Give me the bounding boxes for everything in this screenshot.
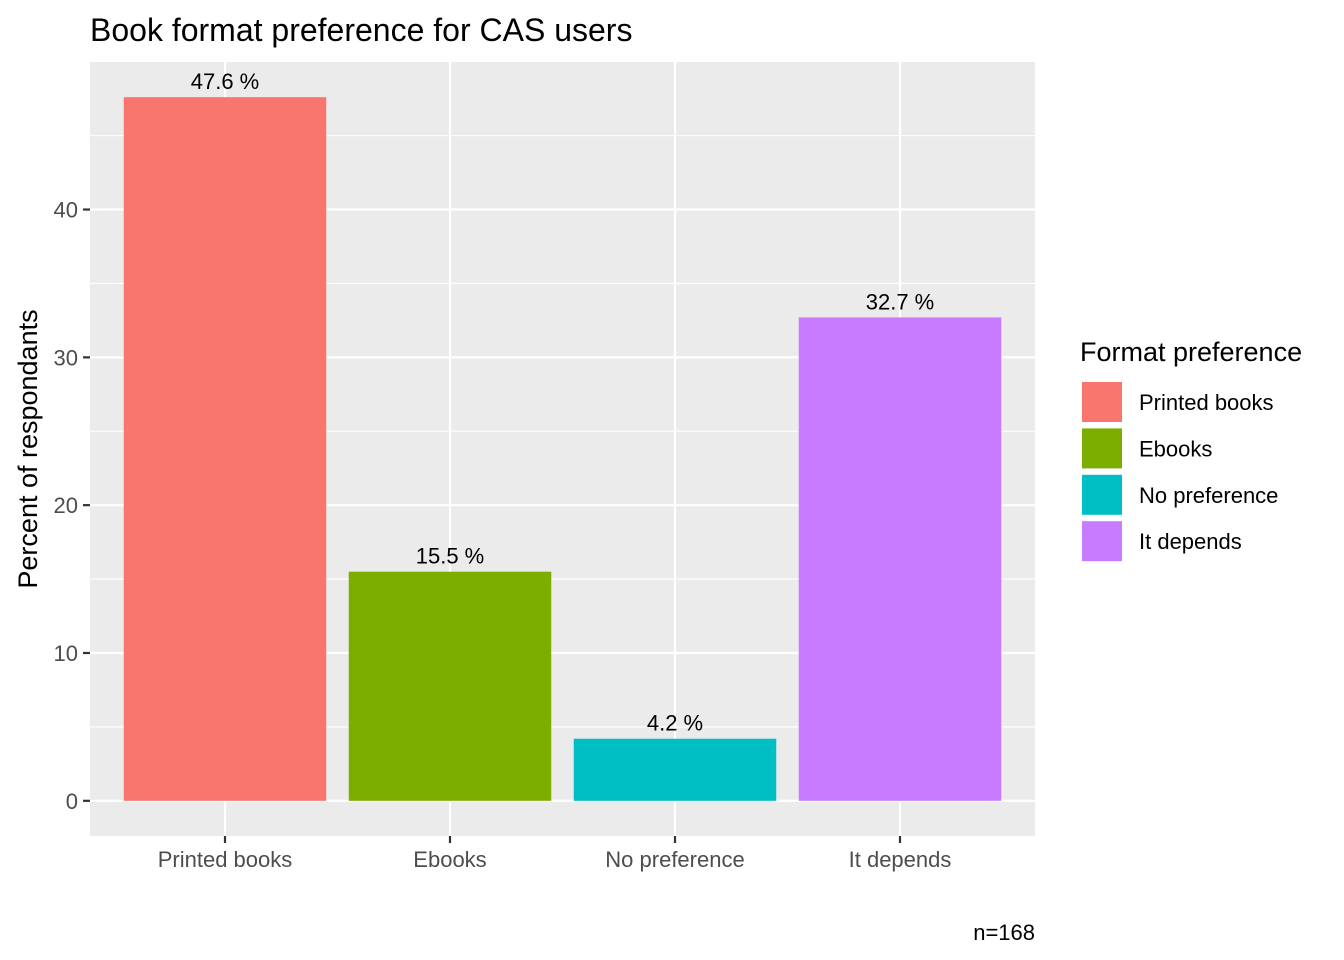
x-tick-label: Ebooks <box>413 847 486 872</box>
legend-title: Format preference <box>1080 337 1302 367</box>
data-label: 4.2 % <box>647 711 703 736</box>
bars <box>123 97 1002 801</box>
caption: n=168 <box>973 920 1035 945</box>
legend-label: No preference <box>1139 483 1278 508</box>
y-axis: 0 10 20 30 40 <box>54 198 90 814</box>
y-tick-label: 0 <box>66 789 78 814</box>
y-tick-label: 10 <box>54 641 78 666</box>
legend-label: Printed books <box>1139 390 1274 415</box>
legend-key <box>1080 426 1124 471</box>
y-tick-label: 40 <box>54 198 78 223</box>
x-tick-label: It depends <box>849 847 952 872</box>
legend-key <box>1080 519 1124 564</box>
legend-label: Ebooks <box>1139 436 1212 461</box>
y-tick-label: 20 <box>54 493 78 518</box>
bar <box>798 317 1002 801</box>
x-tick-label: Printed books <box>158 847 293 872</box>
data-label: 47.6 % <box>191 69 260 94</box>
y-axis-title: Percent of respondants <box>13 309 43 588</box>
bar <box>348 571 552 801</box>
legend: Printed books Ebooks No preference It depen… <box>1080 380 1278 564</box>
bar <box>573 738 777 801</box>
chart-title: Book format preference for CAS users <box>90 12 632 48</box>
x-tick-label: No preference <box>605 847 744 872</box>
data-labels: 47.6 % 15.5 % 4.2 % 32.7 % <box>191 69 935 736</box>
data-label: 32.7 % <box>866 289 935 314</box>
y-tick-label: 30 <box>54 345 78 370</box>
legend-key <box>1080 472 1124 517</box>
data-label: 15.5 % <box>416 544 485 569</box>
x-axis: Printed books Ebooks No preference It depen… <box>158 836 952 872</box>
legend-label: It depends <box>1139 529 1242 554</box>
legend-key <box>1080 380 1124 424</box>
bar <box>123 97 327 801</box>
